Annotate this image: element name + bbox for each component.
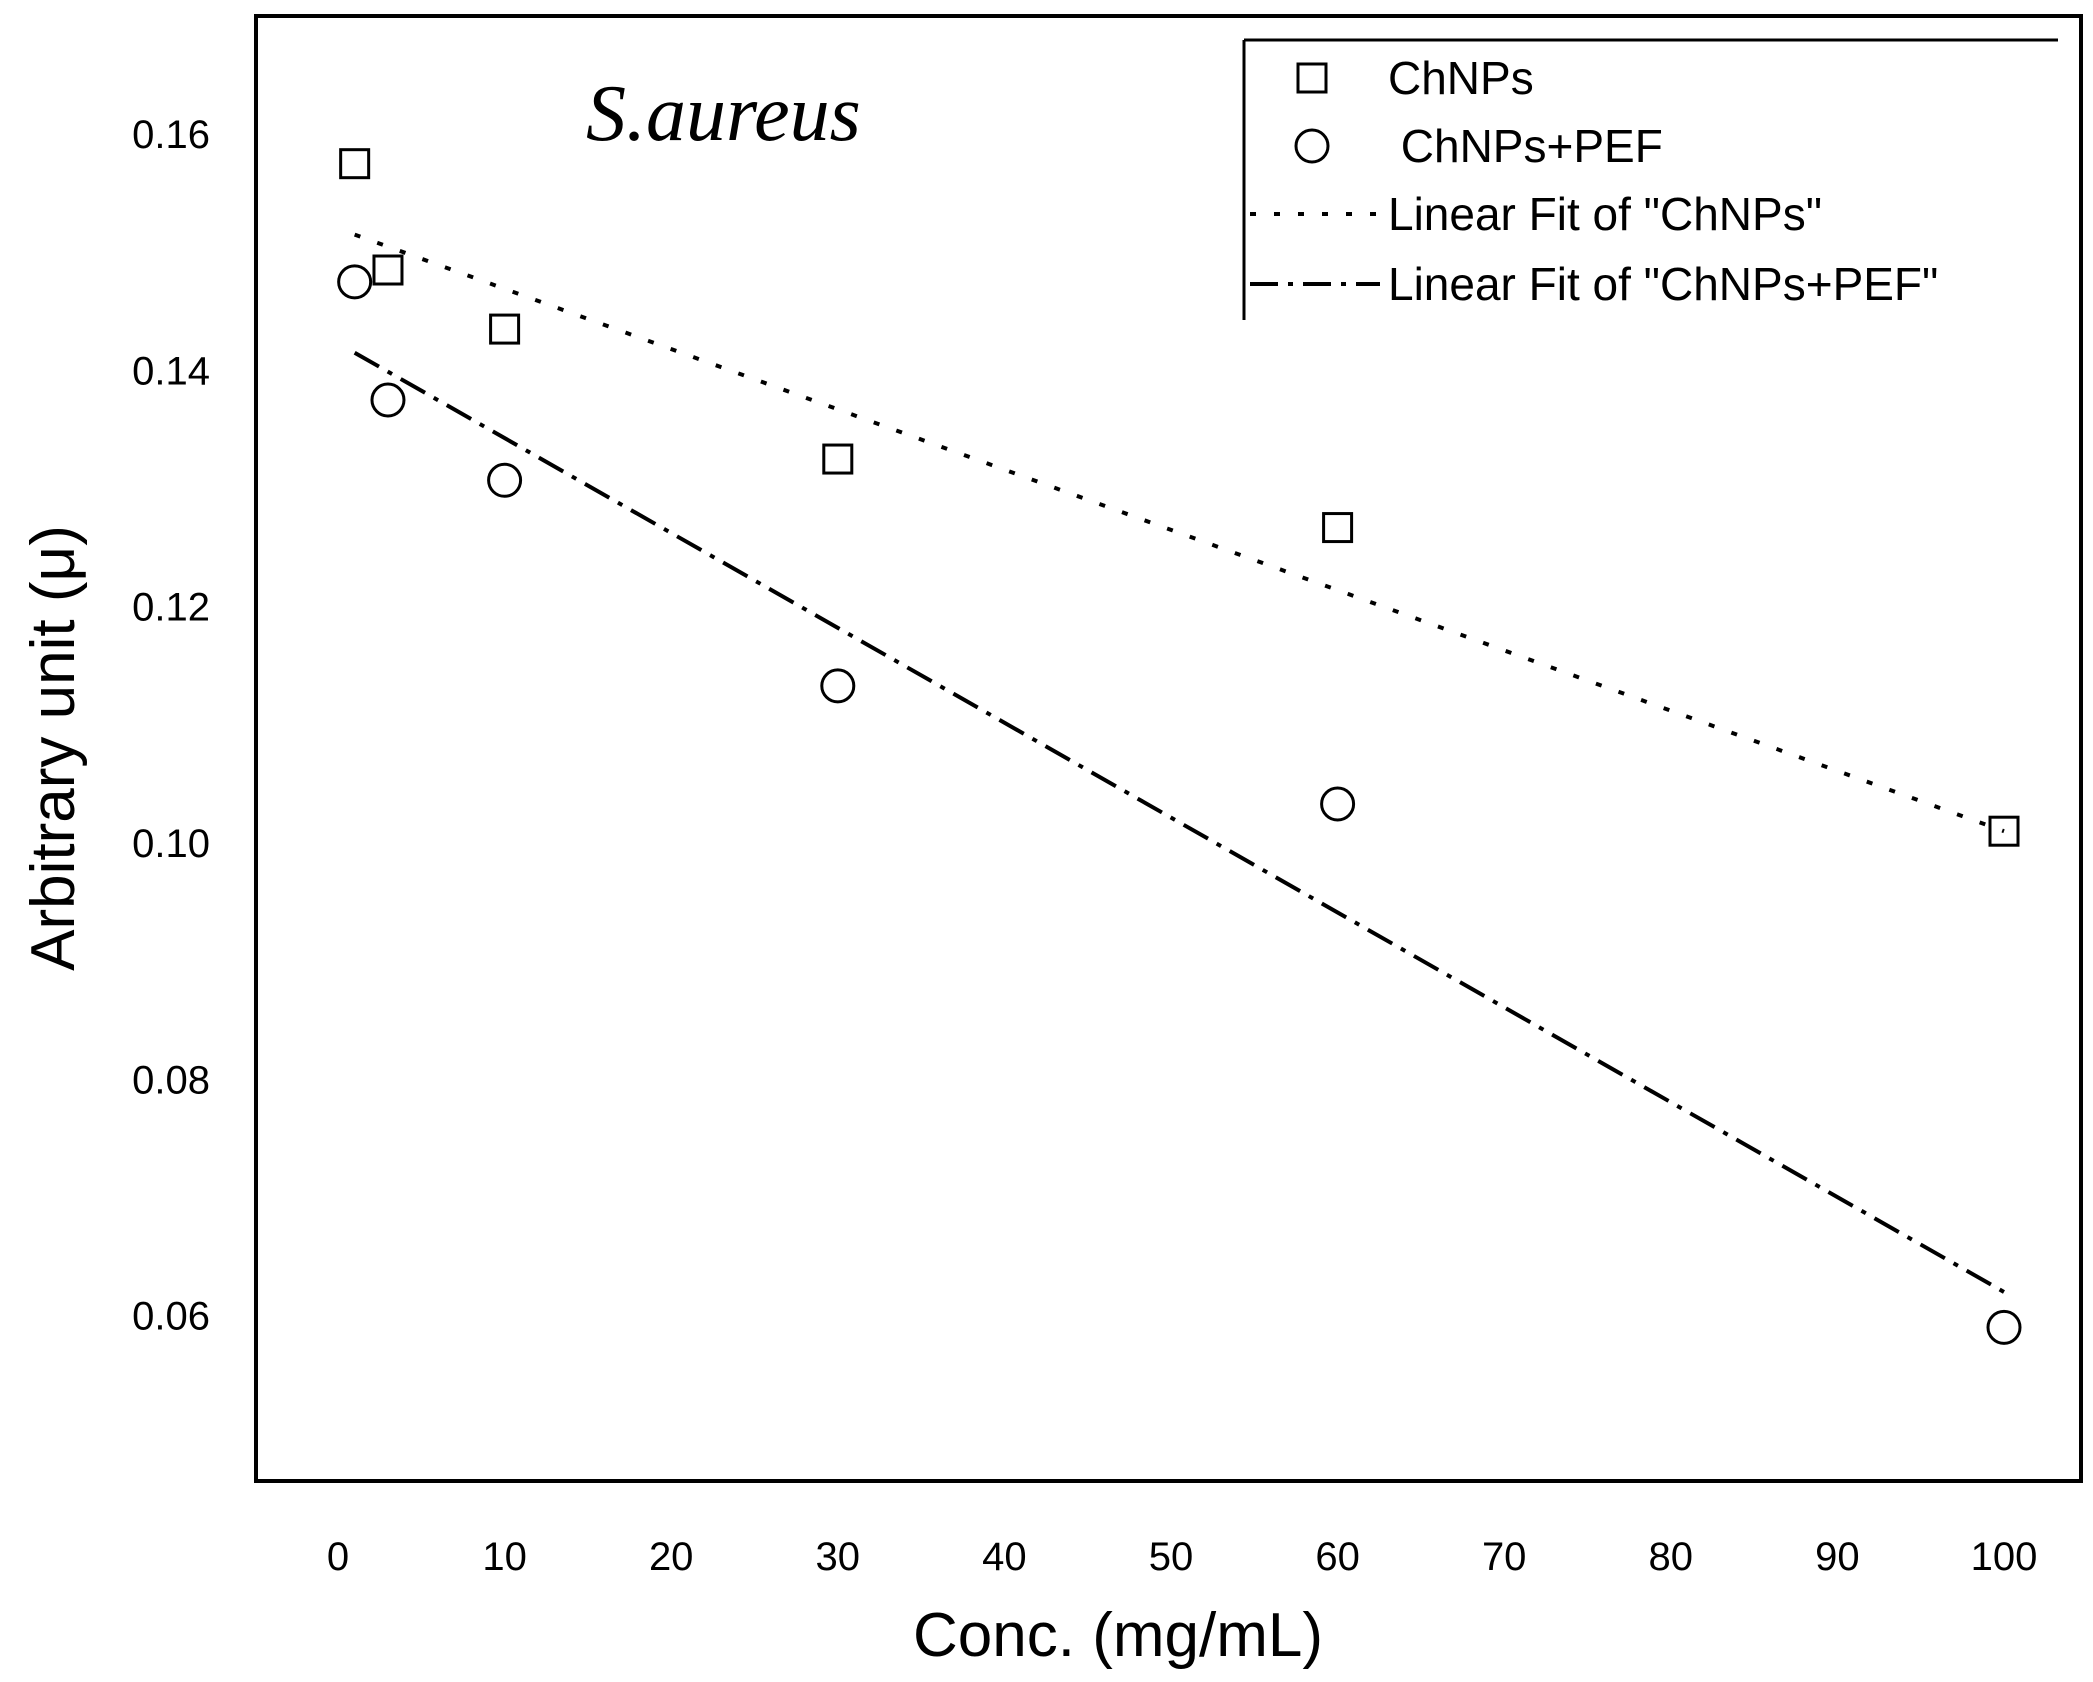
organism-annotation: S.aureus (586, 70, 861, 158)
data-point-chnps-pef (337, 264, 373, 300)
data-point-chnps-pef (1320, 786, 1356, 822)
y-axis-title: Arbitrary unit (μ) (19, 525, 88, 971)
data-point-chnps (1322, 512, 1354, 544)
fit-line-chnps (353, 232, 2005, 834)
y-tick-label: 0.12 (132, 586, 210, 630)
legend-label-fit-chnps: Linear Fit of "ChNPs" (1388, 188, 1822, 240)
data-point-chnps (1988, 815, 2020, 847)
x-tick-label: 70 (1482, 1535, 1527, 1579)
fit-lines (353, 232, 2005, 1294)
y-tick-label: 0.10 (132, 822, 210, 866)
fit-line-chnps-pef (353, 350, 2005, 1294)
data-markers (337, 148, 2022, 1345)
data-point-chnps-pef (1986, 1309, 2022, 1345)
x-axis: 0 10 20 30 40 50 60 70 80 90 100 (327, 1535, 2038, 1579)
y-tick-label: 0.08 (132, 1058, 210, 1102)
data-point-chnps (339, 148, 371, 180)
plot-frame (254, 14, 2083, 1483)
x-tick-label: 80 (1649, 1535, 1694, 1579)
x-tick-label: 50 (1149, 1535, 1194, 1579)
x-axis-title: Conc. (mg/mL) (913, 1601, 1323, 1670)
legend-marker-chnps (1296, 62, 1328, 94)
data-point-chnps-pef (820, 668, 856, 704)
data-point-chnps-pef (370, 382, 406, 418)
x-tick-label: 30 (816, 1535, 861, 1579)
data-point-chnps (822, 443, 854, 475)
legend-label-chnps-pef: ChNPs+PEF (1388, 120, 1663, 172)
y-tick-label: 0.16 (132, 113, 210, 157)
x-tick-label: 40 (982, 1535, 1027, 1579)
legend-label-fit-chnps-pef: Linear Fit of "ChNPs+PEF" (1388, 258, 1938, 310)
data-point-chnps (489, 313, 521, 345)
legend-marker-chnps-pef (1294, 128, 1330, 164)
y-tick-label: 0.06 (132, 1295, 210, 1339)
x-tick-label: 90 (1815, 1535, 1860, 1579)
data-point-chnps-pef (487, 462, 523, 498)
legend: ChNPs ChNPs+PEF Linear Fit of "ChNPs" Li… (1242, 38, 2058, 320)
y-tick-label: 0.14 (132, 349, 210, 393)
legend-label-chnps: ChNPs (1388, 52, 1534, 104)
x-tick-label: 10 (482, 1535, 527, 1579)
x-tick-label: 20 (649, 1535, 694, 1579)
y-axis: 0.06 0.08 0.10 0.12 0.14 0.16 (132, 113, 210, 1338)
x-tick-label: 100 (1971, 1535, 2038, 1579)
x-tick-label: 0 (327, 1535, 349, 1579)
x-tick-label: 60 (1315, 1535, 1360, 1579)
data-point-chnps (372, 254, 404, 286)
